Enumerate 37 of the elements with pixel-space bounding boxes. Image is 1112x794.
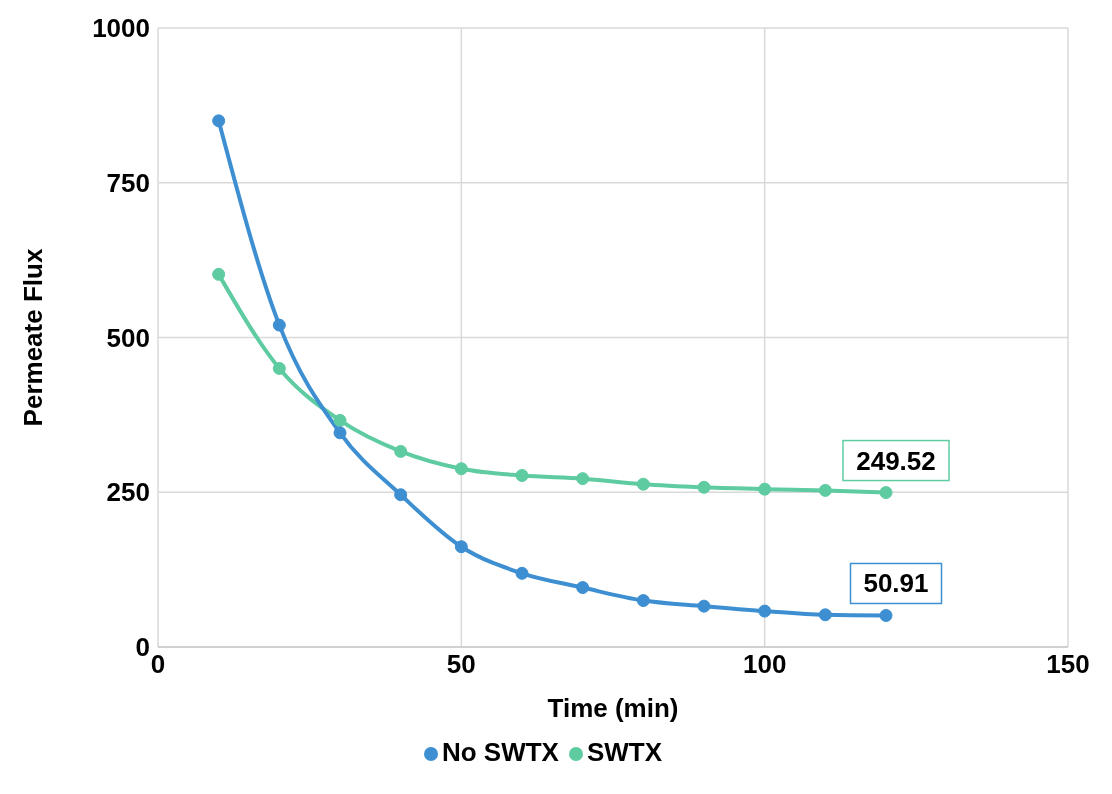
x-axis-title: Time (min) [547,693,679,723]
point [272,318,286,332]
point [333,426,347,440]
point [636,594,650,608]
point [879,608,893,622]
y-axis-title: Permeate Flux [18,248,49,427]
legend-label: No SWTX [441,737,559,767]
y-tick-label: 750 [106,167,150,198]
point [879,486,893,500]
point [576,472,590,486]
point [454,462,468,476]
point [333,413,347,427]
point [212,114,226,128]
point [454,540,468,554]
point [758,482,772,496]
y-tick-label: 250 [106,477,150,508]
point [818,483,832,497]
point [394,444,408,458]
data-label: 249.52 [856,445,936,476]
point [212,267,226,281]
point [576,581,590,595]
y-tick-label: 500 [106,322,150,353]
point [818,608,832,622]
point [515,566,529,580]
y-tick-label: 1000 [92,13,150,44]
legend-label: SWTX [586,737,663,767]
point [394,488,408,502]
x-tick-label: 50 [446,649,476,680]
x-tick-label: 150 [1046,649,1090,680]
point [272,361,286,375]
point [758,604,772,618]
data-label: 50.91 [863,568,929,599]
point [697,480,711,494]
point [636,477,650,491]
point [515,469,529,483]
x-tick-label: 100 [742,649,787,680]
point [697,599,711,613]
